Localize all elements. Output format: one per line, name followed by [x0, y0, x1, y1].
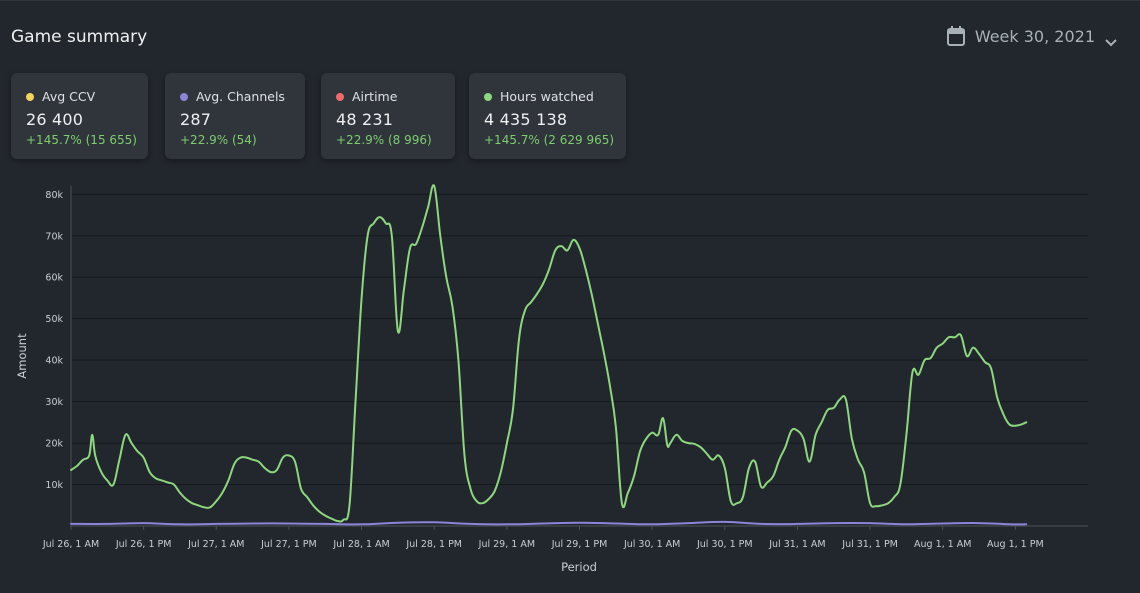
card-value: 48 231: [336, 110, 394, 129]
x-tick-label: Jul 28, 1 AM: [332, 539, 389, 550]
x-tick-label: Aug 1, 1 PM: [987, 539, 1044, 550]
green-dot-icon: [484, 92, 492, 101]
page-title: Game summary: [11, 27, 148, 47]
stat-card-hours-watched[interactable]: Hours watched 4 435 138 +145.7% (2 629 9…: [469, 73, 626, 159]
card-delta: +22.9% (54): [180, 133, 257, 147]
y-tick-label: 70k: [45, 231, 63, 242]
x-tick-label: Jul 27, 1 PM: [260, 539, 317, 550]
x-tick-label: Aug 1, 1 AM: [914, 539, 971, 550]
y-tick-label: 10k: [45, 480, 63, 491]
grid-lines: [71, 193, 1088, 486]
stat-card-avg-channels[interactable]: Avg. Channels 287 +22.9% (54): [165, 73, 305, 159]
x-tick-label: Jul 28, 1 PM: [405, 539, 462, 550]
series-line-hours-watched: [70, 184, 1028, 523]
x-tick-label: Jul 29, 1 AM: [478, 539, 535, 550]
x-tick-label: Jul 26, 1 AM: [42, 539, 99, 550]
card-header: Avg. Channels: [180, 89, 305, 104]
yellow-dot-icon: [26, 92, 34, 101]
card-header: Airtime: [336, 89, 455, 104]
y-axis-title: Amount: [15, 333, 29, 379]
x-tick-label: Jul 31, 1 PM: [841, 539, 898, 550]
y-tick-label: 30k: [45, 397, 63, 408]
x-tick-label: Jul 30, 1 AM: [623, 539, 680, 550]
card-delta: +22.9% (8 996): [336, 133, 432, 147]
y-tick-label: 80k: [45, 190, 63, 201]
purple-dot-icon: [180, 92, 188, 101]
week-label: Week 30, 2021: [974, 26, 1095, 46]
week-selector[interactable]: Week 30, 2021: [946, 26, 1117, 47]
card-value: 4 435 138: [484, 110, 568, 129]
series-line-avg-channels: [70, 520, 1028, 526]
card-label: Hours watched: [500, 89, 594, 104]
card-delta: +145.7% (2 629 965): [484, 133, 615, 147]
y-tick-label: 60k: [45, 273, 63, 284]
card-header: Hours watched: [484, 89, 626, 104]
red-dot-icon: [336, 92, 344, 101]
x-tick-label: Jul 31, 1 AM: [768, 539, 825, 550]
y-tick-label: 40k: [45, 356, 63, 367]
card-value: 26 400: [26, 110, 84, 129]
card-label: Avg CCV: [42, 89, 96, 104]
x-tick-label: Jul 30, 1 PM: [696, 539, 753, 550]
x-axis-title: Period: [561, 560, 597, 574]
series-group: [70, 184, 1028, 526]
calendar-icon: [946, 26, 965, 46]
x-tick-label: Jul 29, 1 PM: [551, 539, 608, 550]
y-tick-label: 50k: [45, 314, 63, 325]
tick-labels: 10k 20k 30k 40k 50k 60k 70k 80k Jul 26, 1 AM Jul …: [42, 190, 1044, 550]
stat-card-avg-ccv[interactable]: Avg CCV 26 400 +145.7% (15 655): [11, 73, 148, 159]
card-header: Avg CCV: [26, 89, 148, 104]
chevron-down-icon: [1105, 32, 1117, 47]
card-value: 287: [180, 110, 212, 129]
y-tick-label: 20k: [45, 439, 63, 450]
x-tick-label: Jul 27, 1 AM: [187, 539, 244, 550]
card-label: Airtime: [352, 89, 398, 104]
card-label: Avg. Channels: [196, 89, 285, 104]
stat-card-airtime[interactable]: Airtime 48 231 +22.9% (8 996): [321, 73, 455, 159]
card-delta: +145.7% (15 655): [26, 133, 137, 147]
axes: [70, 186, 1088, 530]
x-tick-label: Jul 26, 1 PM: [115, 539, 172, 550]
